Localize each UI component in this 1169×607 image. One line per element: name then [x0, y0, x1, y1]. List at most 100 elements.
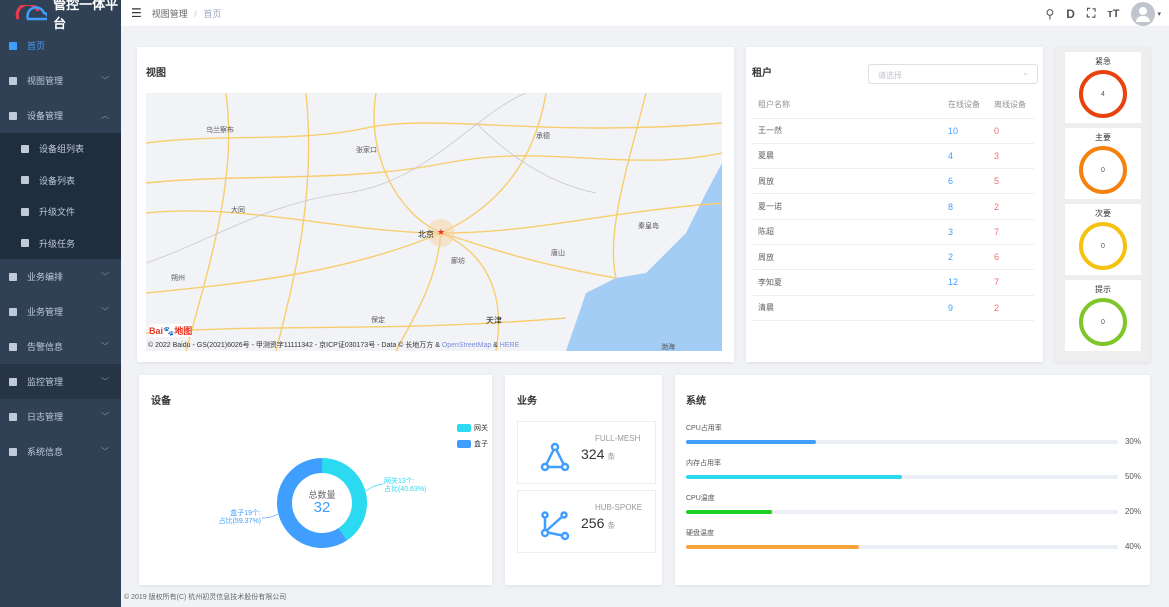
alarm-card[interactable]: 紧急 4 [1065, 52, 1141, 123]
alarm-panel: 紧急 4 主要 0 次要 0 提示 0 [1055, 47, 1150, 362]
header: ☰ 视图管理 / 首页 ⚲ D ⛶ тT ▾ [121, 0, 1169, 27]
table-row[interactable]: 周放 6 5 [752, 168, 1034, 195]
metric-percent: 50% [1124, 472, 1141, 481]
table-row[interactable]: 清晨 9 2 [752, 295, 1034, 321]
chevron-down-icon: ﹀ [101, 412, 109, 421]
d-icon[interactable]: D [1066, 6, 1075, 21]
menu-icon [9, 111, 17, 120]
service-title: 业务 [517, 396, 537, 407]
donut-slice-box[interactable] [277, 458, 348, 548]
fullscreen-icon[interactable]: ⛶ [1086, 6, 1096, 20]
table-cell: 2 [988, 295, 1034, 321]
alarm-card[interactable]: 提示 0 [1065, 280, 1141, 351]
sidebar-item[interactable]: 首页 [0, 28, 121, 63]
sidebar-item-label: 升级任务 [39, 238, 76, 249]
table-cell: 8 [942, 193, 988, 220]
table-cell: 10 [942, 118, 988, 144]
menu-icon [21, 239, 29, 248]
here-link[interactable]: HERE [499, 342, 520, 349]
tenant-select[interactable]: 请选择 ⌄ [868, 64, 1038, 84]
sidebar-item[interactable]: 系统信息 ﹀ [0, 434, 121, 469]
table-row[interactable]: 夏晨 4 3 [752, 143, 1034, 170]
donut-slice-gateway[interactable] [322, 458, 367, 541]
metric-percent: 40% [1124, 542, 1141, 551]
alarm-card[interactable]: 次要 0 [1065, 204, 1141, 275]
sidebar-item-label: 业务编排 [27, 272, 64, 282]
search-icon[interactable]: ⚲ [1045, 6, 1055, 21]
metric-progress-bar [686, 475, 1118, 479]
sidebar-item[interactable]: 设备组列表 [0, 133, 121, 165]
font-size-icon[interactable]: тT [1107, 7, 1120, 20]
sidebar-item[interactable]: 日志管理 ﹀ [0, 399, 121, 434]
sidebar: 管控一体平台 首页 视图管理 ﹀ 设备管理 ︿ 设备组列表 设备列表 升级文件 升级任务 业务编排… [0, 0, 121, 607]
table-cell: 0 [988, 118, 1034, 144]
sidebar-item[interactable]: 监控管理 ﹀ [0, 364, 121, 399]
hub-spoke-icon [540, 511, 570, 541]
legend-item-gateway[interactable]: 网关 [457, 423, 488, 433]
city-label: 渤海 [661, 344, 675, 351]
metric-progress-fill [686, 475, 902, 479]
caret-down-icon[interactable]: ▾ [1157, 10, 1161, 18]
attribution-text: © 2022 Baidu - GS(2021)6026号 - 甲测资字11111… [148, 342, 442, 349]
breadcrumb-item[interactable]: 视图管理 [151, 8, 188, 19]
sidebar-item[interactable]: 业务管理 ﹀ [0, 294, 121, 329]
hamburger-icon[interactable]: ☰ [131, 6, 142, 20]
city-label: 承德 [536, 133, 550, 140]
donut-chart [261, 458, 384, 548]
alarm-label: 次要 [1095, 209, 1111, 218]
osm-link[interactable]: OpenStreetMap [441, 342, 492, 349]
menu-icon [9, 342, 17, 351]
baidu-map-logo: Bai🐾地图 [149, 324, 193, 337]
table-row[interactable]: 周放 2 6 [752, 244, 1034, 271]
service-count: 256 [581, 515, 605, 531]
metric-progress-bar [686, 545, 1118, 549]
sidebar-item-label: 首页 [27, 41, 46, 51]
tenant-table: 租户名称 在线设备 离线设备 王一然 10 0 夏晨 4 3 周放 6 5 夏一诺 8 2 陈超 3 7 周放 2 6 李… [752, 91, 1034, 321]
table-cell: 陈超 [752, 219, 942, 245]
legend-label: 网关 [474, 425, 488, 432]
label-line [365, 483, 384, 492]
table-row[interactable]: 王一然 10 0 [752, 118, 1034, 144]
chevron-down-icon: ﹀ [101, 272, 109, 281]
table-cell: 7 [988, 219, 1034, 245]
alarm-card[interactable]: 主要 0 [1065, 128, 1141, 199]
sidebar-item-label: 升级文件 [39, 207, 76, 218]
metric-label: CPU占用率 [686, 425, 722, 432]
avatar[interactable] [1131, 1, 1156, 26]
chevron-down-icon: ﹀ [101, 377, 109, 386]
menu-icon [9, 447, 17, 456]
column-header: 租户名称 [752, 91, 942, 119]
gateway-count: 网关13个: [384, 478, 415, 485]
sidebar-item[interactable]: 升级文件 [0, 196, 121, 228]
city-label: 大同 [231, 207, 245, 214]
table-cell: 2 [988, 193, 1034, 220]
gateway-data-label: 网关13个: 占比(40.63%) [384, 478, 426, 494]
alarm-label: 紧急 [1095, 57, 1111, 66]
table-row[interactable]: 陈超 3 7 [752, 219, 1034, 245]
label-line [261, 513, 279, 519]
table-row[interactable]: 李知夏 12 7 [752, 269, 1034, 296]
sidebar-item[interactable]: 设备管理 ︿ [0, 98, 121, 133]
hub-spoke-item[interactable]: HUB-SPOKE 256 条 [517, 490, 656, 553]
table-cell: 3 [988, 143, 1034, 170]
mesh-triangle-icon [540, 442, 570, 472]
sidebar-item[interactable]: 业务编排 ﹀ [0, 259, 121, 294]
legend-item-box[interactable]: 盒子 [457, 439, 488, 449]
sidebar-item-label: 设备管理 [27, 111, 64, 121]
sidebar-item[interactable]: 告警信息 ﹀ [0, 329, 121, 364]
full-mesh-item[interactable]: FULL-MESH 324 条 [517, 421, 656, 484]
service-count: 324 [581, 446, 605, 462]
map[interactable]: 乌兰察布 大同 朔州 张家口 承德 北京 ★ 廊坊 天津 唐山 秦皇岛 保定 渤… [146, 93, 722, 351]
sidebar-item[interactable]: 升级任务 [0, 227, 121, 259]
system-title: 系统 [686, 396, 706, 407]
city-label: 朔州 [171, 275, 185, 282]
service-name: FULL-MESH [595, 434, 641, 443]
tenant-title: 租户 [752, 68, 772, 79]
sidebar-item[interactable]: 设备列表 [0, 164, 121, 196]
sidebar-item[interactable]: 视图管理 ﹀ [0, 63, 121, 98]
capital-star-icon: ★ [437, 227, 446, 237]
sidebar-item-label: 业务管理 [27, 307, 64, 317]
tenant-card: 租户 请选择 ⌄ 租户名称 在线设备 离线设备 王一然 10 0 夏晨 4 3 周放 6 5 夏一诺 8 2 陈… [746, 47, 1043, 362]
table-row[interactable]: 夏一诺 8 2 [752, 193, 1034, 220]
menu-icon [9, 76, 17, 85]
